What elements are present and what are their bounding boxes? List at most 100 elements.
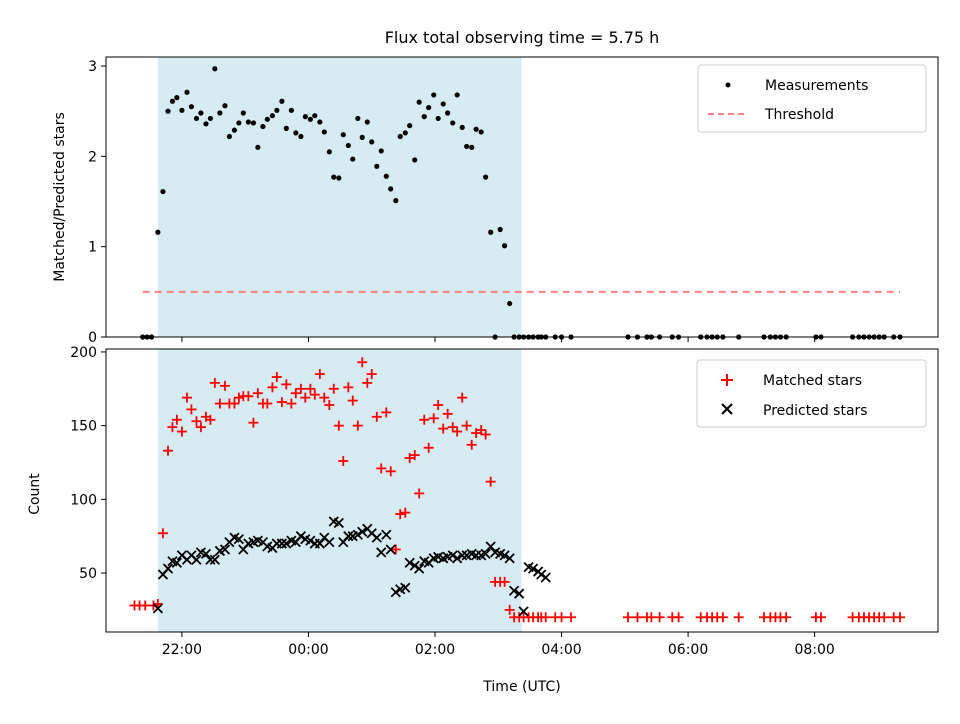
matched-star-point xyxy=(343,382,354,393)
matched-star-point xyxy=(333,420,344,431)
x-b xyxy=(527,563,539,574)
matched-star-point xyxy=(219,380,230,391)
x-b xyxy=(508,585,520,596)
bottom-panel-legend-box xyxy=(696,359,927,428)
predicted-star-point xyxy=(499,550,510,561)
top-panel-legend-box xyxy=(697,64,927,133)
x-b xyxy=(480,548,491,560)
matched-star-point xyxy=(622,612,633,623)
matched-star-point xyxy=(376,463,387,474)
predicted-star-point xyxy=(480,548,491,560)
matched-star-point xyxy=(654,612,665,623)
measurement-point xyxy=(279,98,285,104)
x-b xyxy=(343,531,354,542)
matched-star-point xyxy=(480,429,491,440)
measurement-point xyxy=(445,110,451,116)
predicted-star-point xyxy=(352,529,363,540)
measurement-point xyxy=(393,198,399,204)
matched-star-point xyxy=(209,377,220,388)
x-tick-label: 08:00 xyxy=(794,642,834,658)
matched-star-point xyxy=(352,420,363,431)
measurement-point xyxy=(378,148,384,154)
legend-label-measurements: Measurements xyxy=(765,78,868,94)
measurement-point xyxy=(402,130,408,136)
legend-label-matched-stars: Matched stars xyxy=(763,373,862,389)
matched-star-point xyxy=(319,392,330,403)
y-tick-label: 3 xyxy=(88,59,97,75)
x-b xyxy=(404,557,415,568)
matched-star-point xyxy=(438,423,449,434)
measurement-point xyxy=(407,123,413,129)
matched-star-point xyxy=(673,612,684,623)
matched-star-point xyxy=(447,422,458,433)
matched-star-point xyxy=(414,488,425,499)
matched-star-point xyxy=(781,612,792,623)
predicted-star-point xyxy=(200,548,212,560)
measurement-point xyxy=(321,129,327,135)
x-tick-label: 02:00 xyxy=(415,642,455,658)
x-b xyxy=(433,551,444,562)
predicted-star-point xyxy=(209,554,220,565)
x-b xyxy=(233,534,245,545)
matched-star-point xyxy=(157,528,168,539)
measurement-point xyxy=(469,144,475,150)
matched-star-point xyxy=(466,439,477,450)
x-b xyxy=(352,529,363,540)
shaded-observing-interval xyxy=(157,349,522,632)
x-b xyxy=(281,538,292,549)
x-b xyxy=(366,528,377,539)
measurement-point xyxy=(298,133,304,140)
predicted-star-point xyxy=(357,526,368,537)
x-b xyxy=(191,554,202,565)
predicted-star-point xyxy=(447,550,458,561)
x-tick-label: 22:00 xyxy=(162,642,202,658)
matched-star-point xyxy=(457,392,468,403)
matched-star-point xyxy=(381,407,392,418)
x-b xyxy=(167,556,178,567)
y-tick-label: 100 xyxy=(70,492,97,508)
predicted-star-point xyxy=(276,538,288,549)
measurement-point xyxy=(473,126,479,132)
matched-star-point xyxy=(423,442,434,453)
measurement-point xyxy=(198,110,204,116)
matched-star-point xyxy=(409,450,420,461)
measurement-point xyxy=(250,120,257,126)
measurement-point xyxy=(169,98,176,104)
matched-star-point xyxy=(404,453,415,464)
predicted-star-point xyxy=(452,553,463,564)
measurement-point xyxy=(454,92,460,98)
bottom-panel-data xyxy=(129,357,906,623)
measurement-point xyxy=(502,243,508,249)
measurement-point xyxy=(231,127,238,133)
top-panel-y-axis-label: Matched/Predicted stars xyxy=(52,112,68,282)
predicted-star-point xyxy=(191,554,202,565)
top-panel-frame xyxy=(105,56,939,338)
matched-star-point xyxy=(271,372,282,383)
predicted-star-point xyxy=(305,535,316,546)
measurement-point xyxy=(397,133,403,140)
shaded-observing-interval xyxy=(157,57,522,337)
matched-star-point xyxy=(419,414,430,425)
x-b xyxy=(485,541,496,552)
x-b xyxy=(324,536,335,548)
x-b xyxy=(489,547,501,558)
x-b xyxy=(319,532,330,543)
bottom-panel-frame xyxy=(105,348,939,633)
legend-marker-predicted-stars xyxy=(721,403,733,415)
predicted-star-point xyxy=(152,603,164,614)
predicted-star-point xyxy=(385,544,396,555)
y-tick-label: 50 xyxy=(79,566,97,582)
predicted-star-point xyxy=(281,538,292,549)
bottom-panel-x-ticks: 22:00 00:00 02:00 04:00 06:00 08:00 xyxy=(162,632,835,658)
matched-star-point xyxy=(324,400,335,411)
predicted-star-point xyxy=(527,563,539,574)
x-b xyxy=(518,606,529,617)
x-b xyxy=(400,582,411,593)
x-b xyxy=(305,535,316,546)
x-b xyxy=(186,550,197,561)
x-b xyxy=(452,553,463,564)
x-b xyxy=(195,547,207,558)
matched-star-point xyxy=(815,612,826,623)
predicted-star-point xyxy=(314,538,325,549)
measurement-point xyxy=(345,142,351,149)
